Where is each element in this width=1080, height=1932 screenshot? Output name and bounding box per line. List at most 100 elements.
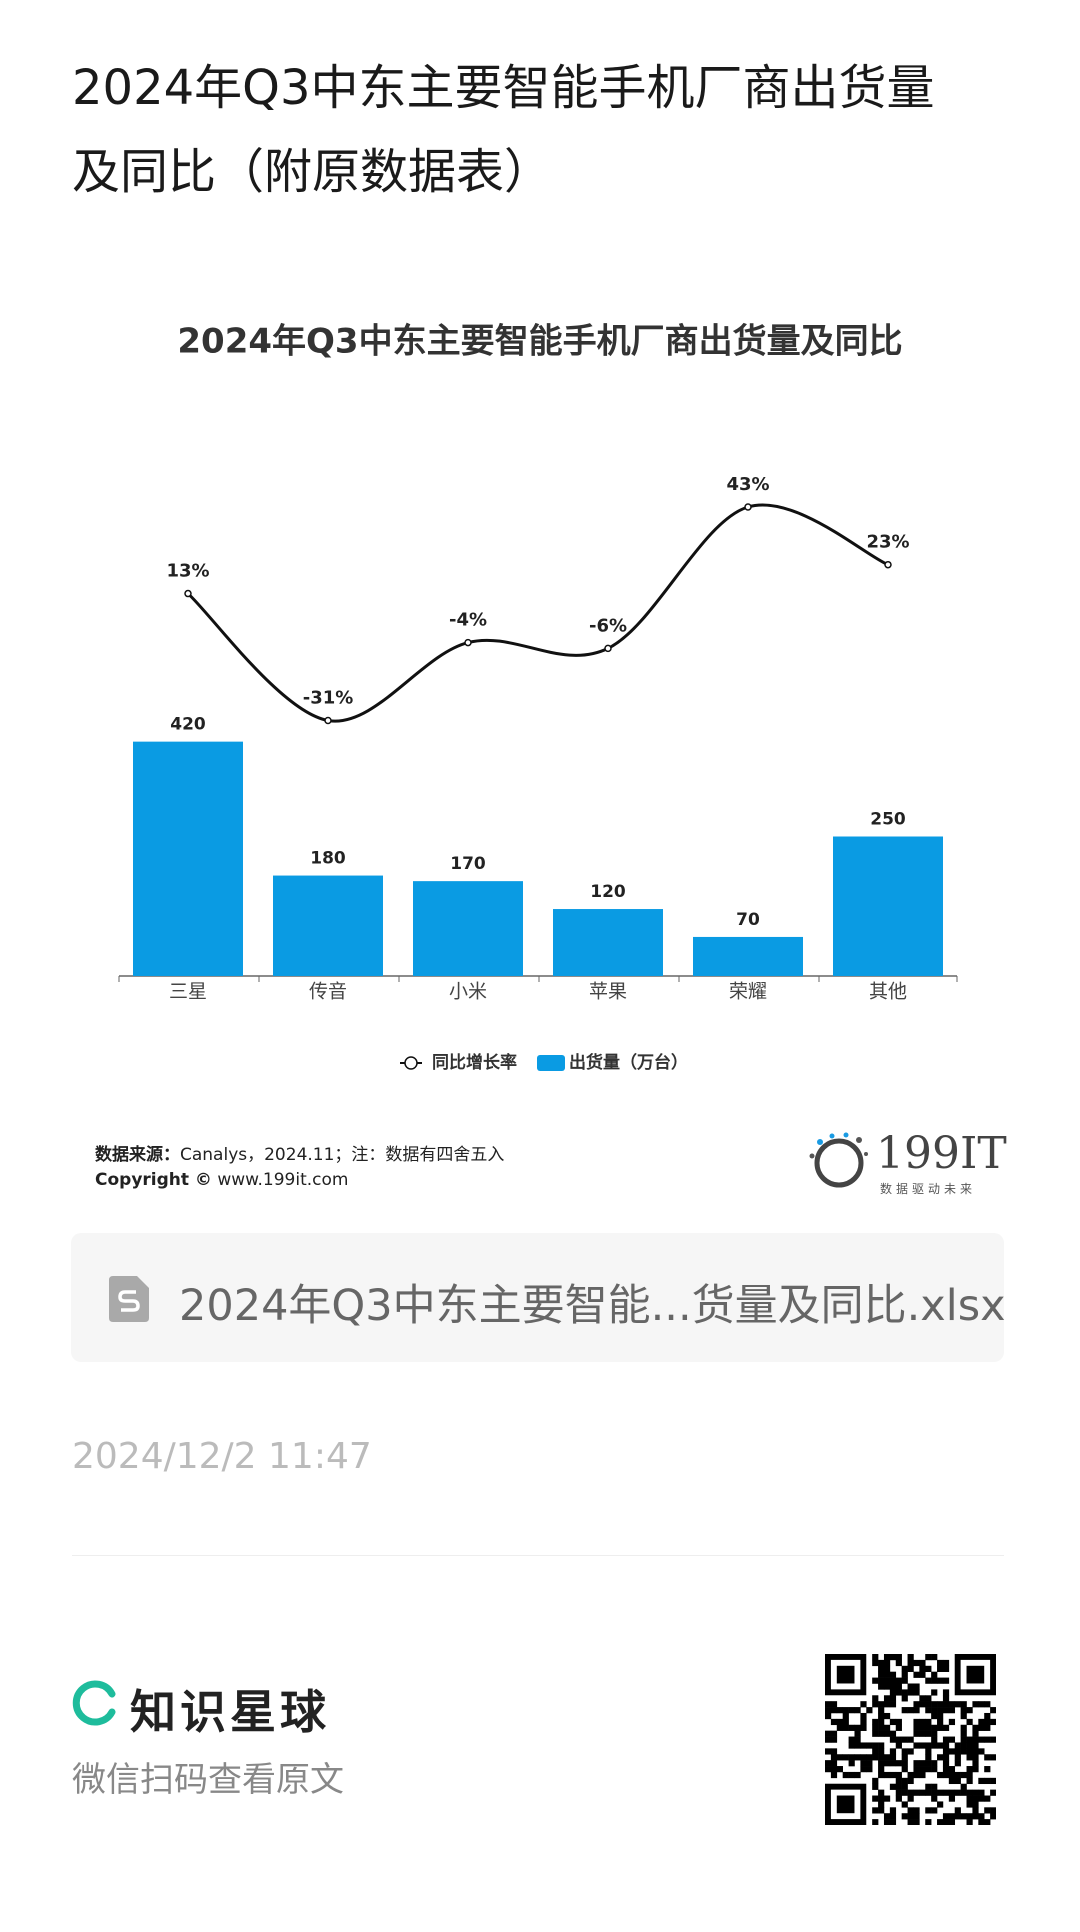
qr-module xyxy=(925,1695,932,1702)
qr-module xyxy=(919,1701,926,1708)
qr-module xyxy=(889,1736,897,1743)
line-point xyxy=(744,503,752,511)
bar-value-label: 170 xyxy=(450,854,486,874)
qr-module xyxy=(925,1760,932,1767)
qr-module xyxy=(984,1807,991,1814)
qr-module xyxy=(948,1777,956,1785)
qr-module xyxy=(954,1789,961,1796)
qr-module xyxy=(931,1671,938,1678)
qr-module xyxy=(830,1748,838,1755)
qr-module xyxy=(878,1665,885,1672)
qr-module xyxy=(825,1766,832,1773)
qr-module xyxy=(913,1819,920,1825)
qr-module xyxy=(990,1813,996,1820)
line xyxy=(186,503,889,723)
qr-module xyxy=(883,1659,891,1667)
qr-module xyxy=(913,1760,920,1767)
qr-module xyxy=(931,1712,938,1720)
x-tick-label: 传音 xyxy=(309,981,347,1003)
qr-module xyxy=(966,1718,973,1726)
qr-module xyxy=(889,1695,897,1702)
qr-module xyxy=(913,1742,920,1749)
qr-module xyxy=(901,1707,908,1714)
qr-module xyxy=(931,1730,938,1737)
qr-module xyxy=(954,1771,961,1779)
qr-module xyxy=(907,1683,914,1690)
qr-module xyxy=(978,1795,985,1802)
qr-module xyxy=(901,1789,908,1796)
qr-module xyxy=(948,1795,956,1802)
qr-module xyxy=(913,1807,920,1814)
qr-module xyxy=(825,1701,832,1708)
qr-module xyxy=(907,1813,914,1820)
qr-module xyxy=(883,1724,891,1731)
qr-module xyxy=(960,1771,967,1779)
qr-module xyxy=(866,1742,873,1749)
qr-module xyxy=(937,1742,944,1749)
qr-module xyxy=(854,1736,861,1743)
qr-module xyxy=(919,1671,926,1678)
qr-module xyxy=(860,1724,867,1731)
title-line: 及同比（附原数据表） xyxy=(72,144,553,200)
qr-module xyxy=(883,1683,891,1690)
qr-module xyxy=(883,1730,891,1737)
qr-module xyxy=(854,1742,861,1749)
logo-slogan: 数据驱动未来 xyxy=(880,1182,977,1196)
qr-finder xyxy=(966,1665,985,1684)
qr-module xyxy=(990,1807,996,1814)
line-point xyxy=(464,638,472,647)
line-value-label: 23% xyxy=(866,532,909,553)
qr-module xyxy=(931,1742,938,1749)
qr-module xyxy=(895,1795,902,1802)
bar-value-label: 120 xyxy=(590,882,626,902)
qr-module xyxy=(895,1659,902,1667)
qr-module xyxy=(907,1659,914,1667)
qr-module xyxy=(942,1766,950,1773)
file-card[interactable]: 2024年Q3中东主要智能...货量及同比.xlsx xyxy=(71,1233,1006,1362)
qr-module xyxy=(825,1736,832,1743)
qr-module xyxy=(942,1701,950,1708)
qr-module xyxy=(942,1789,950,1796)
qr-module xyxy=(883,1671,891,1678)
qr-module xyxy=(895,1683,902,1690)
qr-module xyxy=(966,1771,973,1779)
bar-value-label: 420 xyxy=(170,715,206,735)
qr-module xyxy=(895,1789,902,1796)
qr-module xyxy=(836,1766,843,1773)
qr-module xyxy=(883,1712,891,1720)
qr-module xyxy=(854,1754,861,1761)
qr-code[interactable] xyxy=(825,1654,996,1825)
qr-module xyxy=(907,1654,914,1661)
qr-module xyxy=(878,1718,885,1726)
line-point xyxy=(184,589,192,598)
qr-module xyxy=(872,1701,879,1708)
qr-module xyxy=(972,1742,979,1749)
qr-module xyxy=(842,1718,849,1726)
qr-module xyxy=(925,1789,932,1796)
qr-module xyxy=(966,1795,973,1802)
qr-module xyxy=(972,1724,979,1731)
qr-module xyxy=(942,1695,950,1702)
qr-module xyxy=(889,1671,897,1678)
qr-module xyxy=(960,1736,967,1743)
qr-module xyxy=(825,1748,832,1755)
qr-module xyxy=(889,1771,897,1779)
file-name[interactable]: 2024年Q3中东主要智能...货量及同比.xlsx xyxy=(179,1281,1006,1331)
qr-module xyxy=(948,1766,956,1773)
qr-module xyxy=(937,1724,944,1731)
qr-module xyxy=(889,1689,897,1696)
qr-module xyxy=(925,1742,932,1749)
qr-module xyxy=(907,1819,914,1825)
qr-module xyxy=(925,1718,932,1726)
qr-module xyxy=(984,1766,991,1773)
qr-module xyxy=(937,1712,944,1720)
qr-module xyxy=(878,1683,885,1690)
qr-finder xyxy=(954,1654,996,1696)
line-value-label: 13% xyxy=(166,561,209,582)
qr-module xyxy=(954,1742,961,1749)
qr-module xyxy=(883,1695,891,1702)
qr-module xyxy=(972,1730,979,1737)
qr-module xyxy=(913,1771,920,1779)
qr-module xyxy=(883,1795,891,1802)
qr-module xyxy=(907,1665,914,1672)
